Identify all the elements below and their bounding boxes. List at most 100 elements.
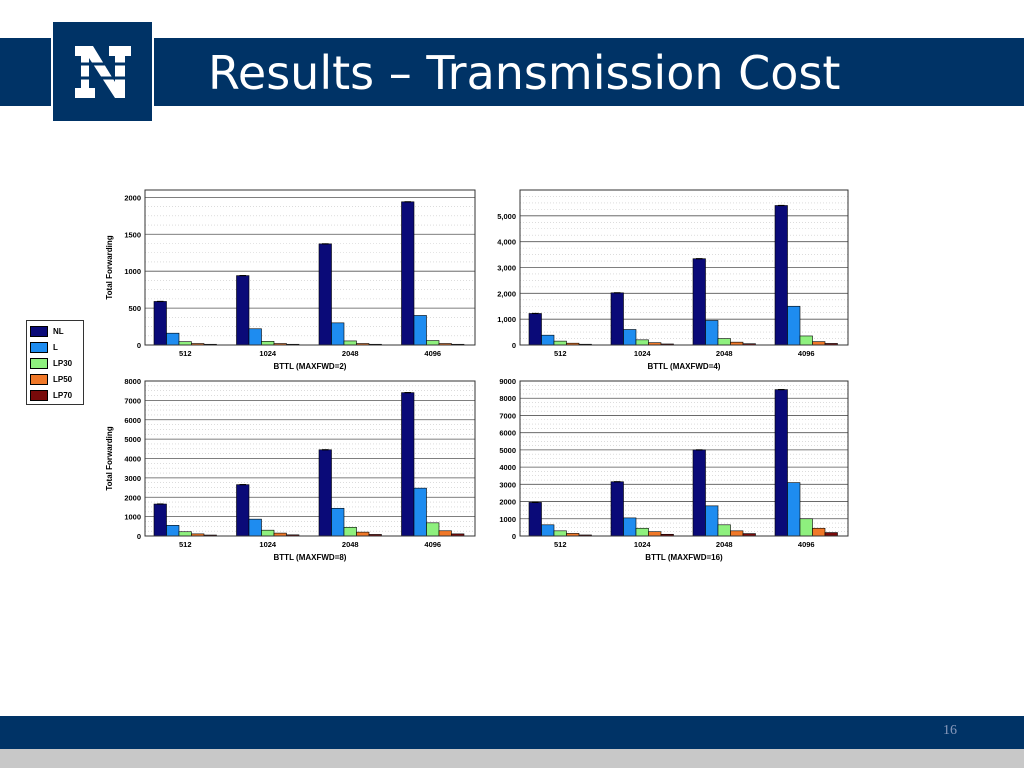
- y-tick-label: 0: [512, 341, 516, 350]
- y-tick-label: 1,000: [497, 315, 516, 324]
- bar-l-2048: [331, 322, 345, 346]
- x-tick-label: 4096: [424, 349, 441, 358]
- legend-swatch: [30, 389, 48, 401]
- y-tick-label: 5000: [499, 446, 516, 455]
- bar-lp30-2048: [343, 526, 357, 537]
- y-tick-label: 3000: [499, 480, 516, 489]
- x-tick-label: 1024: [259, 540, 277, 549]
- y-tick-label: 6000: [124, 416, 141, 425]
- legend-label: L: [53, 342, 58, 352]
- bar-nl-1024: [236, 275, 250, 346]
- bar-lp30-1024: [635, 527, 649, 537]
- bar-l-2048: [705, 505, 719, 537]
- legend-swatch: [30, 357, 48, 369]
- bar-lp30-2048: [343, 340, 357, 346]
- plot-frame: [144, 189, 476, 346]
- nevada-n-logo-icon: [75, 46, 131, 98]
- y-tick-label: 7000: [124, 396, 141, 405]
- bar-nl-1024: [610, 292, 624, 346]
- y-tick-label: 0: [512, 532, 516, 541]
- x-tick-label: 512: [179, 349, 192, 358]
- y-tick-label: 1000: [499, 515, 516, 524]
- y-tick-label: 7000: [499, 411, 516, 420]
- y-axis-label: Total Forwarding: [105, 235, 114, 299]
- bar-nl-2048: [692, 258, 706, 346]
- bar-l-2048: [331, 507, 345, 537]
- bar-lp30-4096: [426, 340, 440, 346]
- bar-lp30-1024: [261, 341, 275, 346]
- x-tick-label: 2048: [716, 349, 733, 358]
- bar-lp30-2048: [717, 338, 731, 346]
- legend-swatch: [30, 325, 48, 337]
- y-tick-label: 4000: [124, 455, 141, 464]
- bar-chart-maxfwd-8: 0 1000 2000 3000 4000 5000 6000 7000 8000 512 1024…: [105, 377, 476, 562]
- bar-lp30-4096: [799, 518, 813, 537]
- x-axis-label: BTTL (MAXFWD=4): [648, 362, 721, 371]
- page-number: 16: [943, 723, 957, 738]
- bar-l-4096: [413, 487, 427, 537]
- chart-legend: NL L LP30 LP50 LP70: [26, 320, 84, 405]
- y-tick-label: 8000: [124, 377, 141, 386]
- bar-nl-2048: [692, 449, 706, 537]
- y-tick-label: 6000: [499, 429, 516, 438]
- plot-frame: [144, 380, 476, 537]
- y-tick-label: 500: [128, 304, 141, 313]
- bar-l-2048: [705, 320, 719, 346]
- bar-lp30-512: [178, 531, 192, 537]
- bar-lp50-4096: [812, 341, 826, 346]
- bar-nl-4096: [774, 205, 788, 346]
- bar-lp30-512: [553, 530, 567, 537]
- legend-label: LP70: [53, 390, 73, 400]
- bar-nl-1024: [236, 484, 250, 537]
- legend-swatch: [30, 341, 48, 353]
- y-tick-label: 2000: [499, 498, 516, 507]
- bar-nl-4096: [401, 201, 415, 346]
- y-tick-label: 0: [137, 341, 141, 350]
- legend-label: LP50: [53, 374, 73, 384]
- bar-nl-4096: [774, 389, 788, 537]
- x-tick-label: 1024: [634, 349, 652, 358]
- x-tick-label: 4096: [798, 349, 815, 358]
- bar-l-1024: [248, 328, 262, 346]
- legend-item-lp30: LP30: [30, 356, 72, 370]
- bar-lp30-4096: [799, 335, 813, 346]
- bar-nl-512: [528, 313, 542, 346]
- plot-frame: [519, 189, 849, 346]
- bar-lp50-2048: [356, 531, 370, 537]
- bar-l-512: [541, 524, 555, 537]
- y-tick-label: 4000: [499, 463, 516, 472]
- bar-l-4096: [413, 315, 427, 346]
- legend-item-lp70: LP70: [30, 388, 72, 402]
- y-tick-label: 2,000: [497, 289, 516, 298]
- bar-chart-maxfwd-2: 0 500 1000 1500 2000 512 1024 2048 4096 BTTL (MAX…: [105, 189, 476, 371]
- y-tick-label: 2000: [124, 193, 141, 202]
- legend-item-lp50: LP50: [30, 372, 72, 386]
- bar-l-4096: [787, 305, 801, 346]
- y-tick-label: 3000: [124, 474, 141, 483]
- y-tick-label: 8000: [499, 394, 516, 403]
- x-tick-label: 2048: [716, 540, 733, 549]
- bar-lp50-2048: [730, 530, 744, 537]
- x-tick-label: 1024: [634, 540, 652, 549]
- bar-lp30-4096: [426, 522, 440, 537]
- y-tick-label: 2000: [124, 493, 141, 502]
- bar-lp70-4096: [824, 532, 838, 537]
- x-tick-label: 1024: [259, 349, 277, 358]
- y-tick-label: 9000: [499, 377, 516, 386]
- bar-nl-512: [528, 502, 542, 537]
- legend-label: LP30: [53, 358, 73, 368]
- legend-swatch: [30, 373, 48, 385]
- y-axis-label: Total Forwarding: [105, 426, 114, 490]
- bar-l-1024: [623, 329, 637, 346]
- bar-l-512: [166, 525, 180, 537]
- legend-item-nl: NL: [30, 324, 64, 338]
- bar-lp30-2048: [717, 524, 731, 537]
- x-tick-label: 2048: [342, 349, 359, 358]
- bar-l-512: [541, 334, 555, 346]
- bar-nl-512: [153, 301, 167, 346]
- plot-frame: [519, 380, 849, 537]
- slide-title: Results – Transmission Cost: [208, 46, 841, 100]
- legend-item-l: L: [30, 340, 58, 354]
- title-bar: [0, 38, 1024, 106]
- bar-lp50-1024: [648, 531, 662, 537]
